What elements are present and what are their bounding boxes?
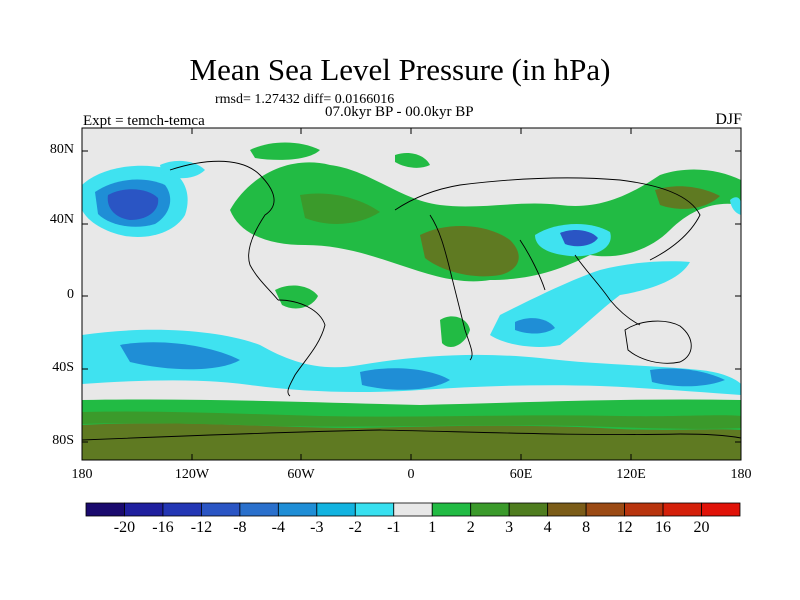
antarctic-midgreen-band xyxy=(82,411,741,429)
colorbar-label: -16 xyxy=(152,519,174,536)
indian-southern-mid-region xyxy=(650,368,725,387)
colorbar-label: 4 xyxy=(543,519,552,536)
coastline-south-asia xyxy=(519,239,641,326)
coastlines xyxy=(82,160,741,441)
south-america-green-region xyxy=(275,285,318,309)
lon-label-180e: 180 xyxy=(730,467,752,482)
colorbar-label: 16 xyxy=(655,519,672,536)
south-atlantic-mid-region xyxy=(360,368,450,390)
colorbar-swatch xyxy=(354,502,395,517)
coastline-australia xyxy=(624,320,692,364)
colorbar-label: 1 xyxy=(428,519,437,536)
lat-label-0: 0 xyxy=(67,287,74,302)
lat-label-40s: 40S xyxy=(52,360,74,375)
southern-pacific-mid-region xyxy=(120,342,240,370)
colorbar-swatch xyxy=(316,502,356,517)
axis-ticks xyxy=(82,128,741,460)
colorbar-label: -20 xyxy=(113,519,136,536)
coastline-antarctica xyxy=(82,429,741,441)
coastline-north-america xyxy=(169,160,279,301)
colorbar-label: 2 xyxy=(466,519,475,536)
map-field xyxy=(82,128,741,460)
colorbar-label: -8 xyxy=(233,519,247,536)
colorbar-label: 20 xyxy=(693,519,710,536)
colorbar-label: 8 xyxy=(582,519,591,536)
colorbar-swatch xyxy=(585,502,625,517)
colorbar-swatch xyxy=(277,502,318,517)
indian-ocean-mid-region xyxy=(515,318,555,334)
period-text: 07.0kyr BP - 00.0kyr BP xyxy=(325,104,474,120)
africa-green-region xyxy=(440,316,470,347)
chart-title: Mean Sea Level Pressure (in hPa) xyxy=(189,52,611,87)
colorbar xyxy=(85,502,741,517)
antarctic-olive-band xyxy=(82,423,741,460)
colorbar-swatch xyxy=(662,502,702,517)
colorbar-swatch xyxy=(239,502,279,517)
tibet-blue-region xyxy=(560,230,598,247)
eurasia-olive-region xyxy=(420,225,519,277)
lat-label-80s: 80S xyxy=(52,433,74,448)
season-label: DJF xyxy=(715,111,742,128)
colorbar-label: -2 xyxy=(348,519,362,536)
colorbar-label: 12 xyxy=(616,519,633,536)
lat-label-80n: 80N xyxy=(49,142,74,157)
lon-label-120e: 120E xyxy=(616,467,646,482)
lon-label-0: 0 xyxy=(407,467,415,482)
experiment-label: Expt = temch-temca xyxy=(83,113,205,129)
lon-label-60w: 60W xyxy=(287,467,315,482)
colorbar-swatch xyxy=(431,502,472,517)
colorbar-swatch xyxy=(162,502,202,517)
colorbar-swatch xyxy=(547,502,587,517)
north-pacific-dark-region xyxy=(107,189,159,220)
colorbar-label: 3 xyxy=(505,519,514,536)
lon-label-60e: 60E xyxy=(509,467,533,482)
north-atlantic-positive-region xyxy=(230,162,741,282)
colorbar-swatch xyxy=(470,502,510,517)
lon-label-180w: 180 xyxy=(71,467,93,482)
lat-label-40n: 40N xyxy=(49,212,74,227)
lon-label-120w: 120W xyxy=(174,467,210,482)
stats-text: rmsd= 1.27432 diff= 0.0166016 xyxy=(215,92,395,107)
colorbar-swatch xyxy=(393,502,433,517)
colorbar-label: -3 xyxy=(310,519,324,536)
colorbar-swatch xyxy=(124,502,164,517)
colorbar-swatch xyxy=(201,502,241,517)
southern-ocean-cyan-band xyxy=(82,329,741,395)
colorbar-swatch xyxy=(508,502,549,517)
colorbar-label: -1 xyxy=(387,519,401,536)
colorbar-swatch xyxy=(701,502,741,517)
colorbar-label: -4 xyxy=(271,519,286,536)
arctic-green-region xyxy=(250,142,320,160)
colorbar-swatch xyxy=(85,502,125,517)
atlantic-midgreen-region xyxy=(300,193,380,224)
coastline-eurasia-africa xyxy=(394,177,701,361)
colorbar-swatch xyxy=(624,502,664,517)
east-atlantic-cyan-spot xyxy=(730,197,741,215)
alaska-cyan-region xyxy=(160,160,205,179)
coastline-south-america xyxy=(277,299,326,397)
greenland-green-region xyxy=(395,153,430,168)
colorbar-label: -12 xyxy=(190,519,213,536)
